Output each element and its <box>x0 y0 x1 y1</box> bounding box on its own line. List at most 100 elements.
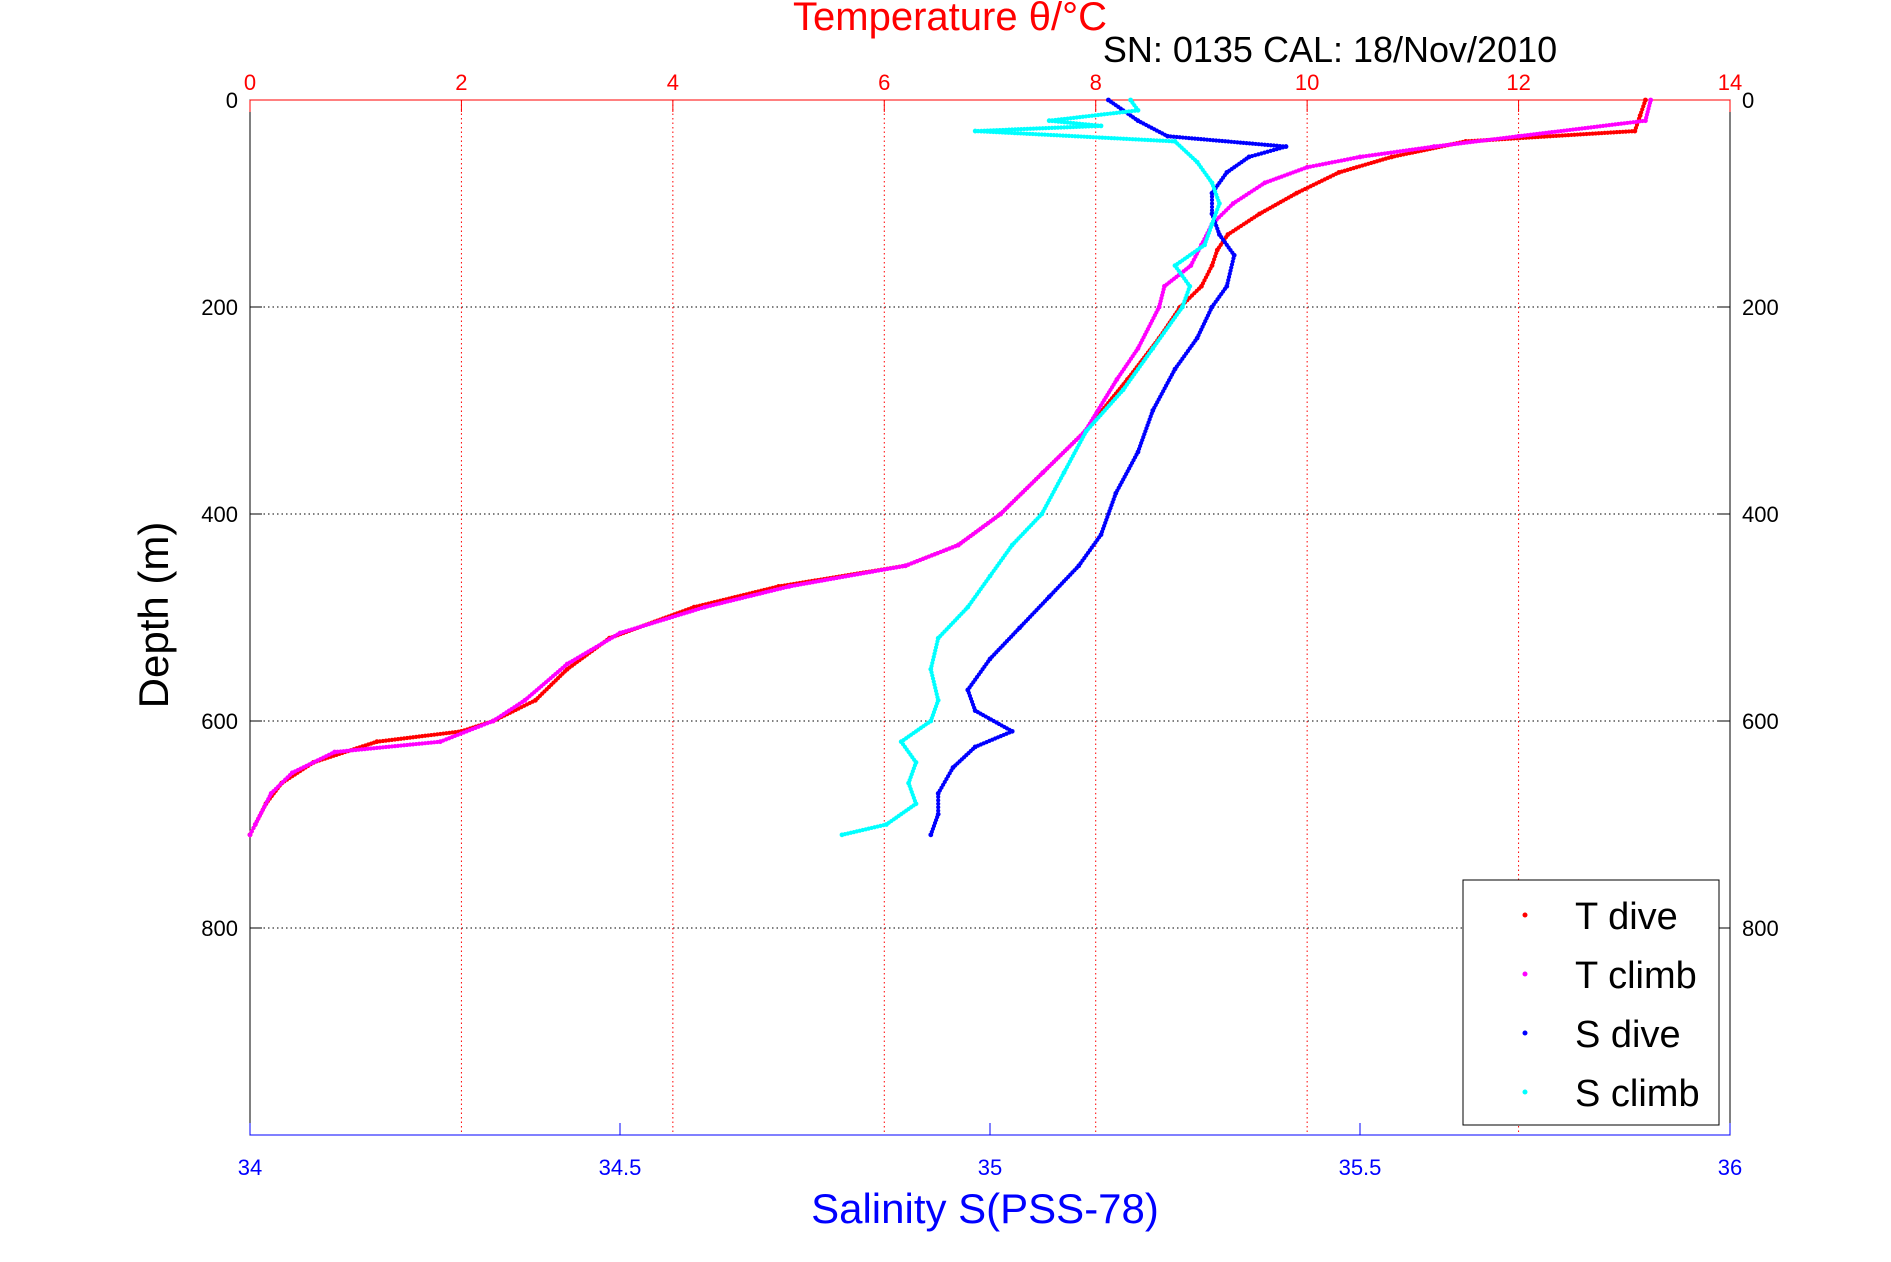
data-point <box>1121 136 1126 141</box>
data-point <box>1006 127 1012 132</box>
data-point <box>936 808 941 813</box>
x-top-tick-label: 6 <box>878 70 890 95</box>
data-point <box>1250 141 1255 146</box>
data-point <box>935 791 941 796</box>
data-point <box>976 129 981 134</box>
data-point <box>1238 140 1243 145</box>
data-point <box>1073 134 1078 139</box>
data-point <box>1018 131 1023 136</box>
data-point <box>1099 112 1104 117</box>
data-point <box>1148 138 1153 143</box>
data-point <box>1572 132 1577 137</box>
data-point <box>1048 132 1053 138</box>
data-point <box>1050 118 1055 124</box>
data-point <box>1056 119 1061 124</box>
data-point <box>414 741 419 747</box>
subtitle: SN: 0135 CAL: 18/Nov/2010 <box>1103 29 1557 70</box>
data-point <box>389 744 395 749</box>
legend-entry-t-climb: T climb <box>1522 955 1697 997</box>
data-point <box>1611 130 1616 135</box>
legend-entry-t-dive: T dive <box>1522 896 1678 938</box>
data-point <box>1136 137 1141 142</box>
data-point <box>1253 141 1258 147</box>
data-point <box>398 743 404 748</box>
data-point <box>1416 146 1421 151</box>
data-point <box>1617 129 1622 135</box>
data-point <box>1596 131 1601 136</box>
data-point <box>1584 131 1589 137</box>
data-point <box>1256 142 1261 147</box>
data-point <box>426 740 431 745</box>
data-point <box>928 832 934 838</box>
data-point <box>1342 157 1347 163</box>
data-point <box>249 829 254 834</box>
data-point <box>1397 149 1403 154</box>
data-point <box>1065 125 1070 130</box>
y-tick-label-right: 400 <box>1742 502 1779 527</box>
data-point <box>1413 147 1418 152</box>
data-point <box>1054 133 1060 138</box>
data-point <box>1145 137 1150 143</box>
data-point <box>1063 133 1069 138</box>
data-point <box>1103 135 1108 140</box>
series-s-dive <box>928 97 1289 838</box>
data-point <box>1177 135 1182 140</box>
data-point <box>1071 115 1076 120</box>
data-point <box>1059 119 1064 125</box>
data-point <box>1068 120 1073 125</box>
data-point <box>1043 126 1048 131</box>
data-point <box>1006 130 1011 135</box>
data-point <box>1069 133 1075 139</box>
data-point <box>1009 130 1014 136</box>
data-point <box>353 747 358 753</box>
legend-label-s-climb: S climb <box>1575 1073 1700 1115</box>
data-point <box>1348 156 1353 161</box>
data-point <box>1379 151 1384 157</box>
data-point <box>1186 135 1191 141</box>
data-point <box>1068 116 1073 121</box>
data-point <box>1209 208 1215 213</box>
data-point <box>1019 127 1024 132</box>
data-point <box>1262 142 1267 147</box>
data-point <box>991 129 996 135</box>
data-point <box>411 742 416 747</box>
x-bottom-tick-label: 35 <box>978 1155 1002 1180</box>
data-point <box>1314 163 1319 168</box>
x-top-tick-label: 0 <box>244 70 256 95</box>
data-point <box>1404 148 1409 153</box>
data-point <box>1071 121 1076 126</box>
data-point <box>368 746 373 751</box>
data-point <box>988 129 993 134</box>
data-point <box>1626 129 1631 134</box>
data-point <box>1042 132 1047 137</box>
data-point <box>252 822 258 827</box>
data-point <box>1394 149 1400 154</box>
data-point <box>1605 130 1610 135</box>
data-point <box>407 742 413 747</box>
data-point <box>1160 138 1165 143</box>
data-point <box>1074 124 1079 129</box>
data-point <box>1385 150 1390 156</box>
data-point <box>1407 147 1412 153</box>
data-point <box>1367 153 1372 158</box>
data-point <box>1118 136 1123 141</box>
data-point <box>417 741 422 746</box>
data-point <box>1333 159 1338 164</box>
data-point <box>1094 135 1099 140</box>
y-tick-label-left: 600 <box>201 709 238 734</box>
data-point <box>1168 134 1173 139</box>
data-point <box>1235 140 1240 145</box>
data-point <box>359 747 364 752</box>
data-point <box>1139 137 1144 142</box>
data-point <box>1123 109 1128 114</box>
data-point <box>432 740 437 745</box>
data-point <box>1012 130 1017 136</box>
data-point <box>1083 124 1088 129</box>
data-point <box>1111 111 1116 116</box>
y-tick-label-left: 0 <box>226 88 238 113</box>
data-point <box>344 748 349 753</box>
data-point <box>1351 156 1356 161</box>
data-point <box>395 743 401 748</box>
data-point <box>1096 112 1101 118</box>
